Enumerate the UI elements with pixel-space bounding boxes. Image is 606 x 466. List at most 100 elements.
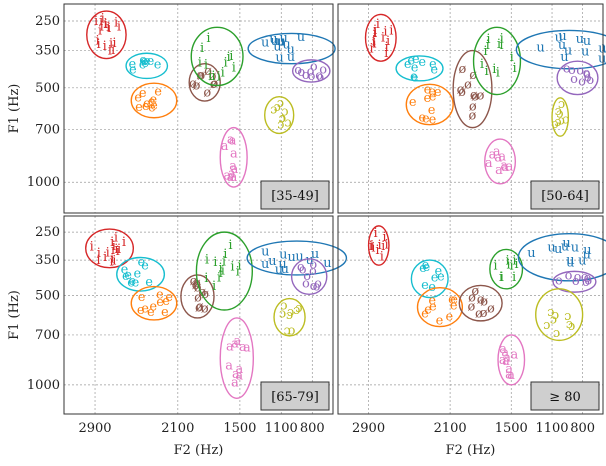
- data-point: u: [562, 236, 570, 251]
- data-point: u: [571, 241, 579, 256]
- data-point: i: [381, 239, 385, 254]
- data-point: e: [448, 292, 456, 307]
- data-point: i: [208, 69, 212, 84]
- data-point: e: [150, 93, 158, 108]
- data-point: ɔ: [543, 318, 550, 333]
- cluster-ellipse: [273, 297, 306, 337]
- data-point: i: [228, 238, 232, 253]
- data-point: e: [445, 310, 453, 325]
- data-point: i: [497, 37, 501, 52]
- data-point: i: [499, 270, 503, 285]
- data-point: o: [555, 273, 563, 288]
- data-point: ɔ: [270, 102, 277, 117]
- data-point: i: [218, 261, 222, 276]
- data-point: a: [507, 368, 515, 383]
- data-point: e: [428, 103, 436, 118]
- data-point: u: [279, 31, 287, 46]
- data-point: u: [566, 253, 574, 268]
- data-point: u: [578, 253, 586, 268]
- data-point: u: [306, 253, 314, 268]
- data-point: o: [584, 70, 592, 85]
- data-point: i: [389, 24, 393, 39]
- data-point: ø: [471, 89, 479, 104]
- data-point: ɔ: [558, 114, 565, 129]
- data-point: ɔ: [295, 301, 302, 316]
- data-point: e: [429, 57, 437, 72]
- data-point: u: [261, 36, 269, 51]
- data-point: i: [114, 15, 118, 30]
- cluster-ellipse: [219, 126, 248, 188]
- y-tick-label: 250: [35, 14, 60, 29]
- data-point: o: [310, 279, 318, 294]
- data-point: a: [499, 342, 507, 357]
- data-point: a: [233, 334, 241, 349]
- data-point: o: [586, 73, 594, 88]
- cluster-ellipse: [246, 240, 348, 276]
- data-point: e: [421, 306, 429, 321]
- data-point: u: [287, 42, 295, 57]
- data-point: a: [243, 341, 251, 356]
- data-point: u: [269, 32, 277, 47]
- data-point: ø: [196, 68, 204, 83]
- data-point: i: [499, 38, 503, 53]
- data-point: a: [226, 340, 234, 355]
- cluster-o: oo ooo o o o: [552, 268, 597, 293]
- data-point: u: [323, 256, 331, 271]
- data-point: a: [228, 167, 236, 182]
- data-point: e: [410, 69, 418, 84]
- data-point: i: [386, 34, 390, 49]
- data-point: i: [104, 17, 108, 32]
- data-point: a: [223, 168, 231, 183]
- data-point: u: [268, 254, 276, 269]
- data-point: u: [527, 246, 535, 261]
- data-point: a: [489, 147, 497, 162]
- data-point: e: [429, 112, 437, 127]
- data-point: i: [106, 246, 110, 261]
- data-point: i: [384, 238, 388, 253]
- data-point: e: [137, 255, 145, 270]
- data-point: a: [230, 170, 238, 185]
- data-point: u: [598, 41, 606, 56]
- data-point: o: [568, 63, 576, 78]
- data-point: o: [583, 67, 591, 82]
- data-point: i: [103, 250, 107, 265]
- data-point: e: [132, 275, 140, 290]
- y-tick-label: 350: [35, 253, 60, 268]
- data-point: e: [156, 295, 164, 310]
- data-point: ø: [194, 291, 202, 306]
- cluster-ellipse: [535, 288, 584, 342]
- data-point: ɔ: [558, 97, 565, 112]
- data-point: i: [213, 255, 217, 270]
- data-point: i: [371, 241, 375, 256]
- data-point: e: [128, 274, 136, 289]
- data-point: i: [382, 230, 386, 245]
- data-point: o: [565, 268, 573, 283]
- data-point: i: [496, 66, 500, 81]
- data-point: i: [103, 39, 107, 54]
- data-point: a: [495, 163, 503, 178]
- data-point: i: [380, 250, 384, 265]
- y-tick-label: 500: [35, 288, 60, 303]
- data-point: ɔ: [279, 111, 286, 126]
- data-point: i: [112, 239, 116, 254]
- data-point: i: [375, 243, 379, 258]
- data-point: o: [315, 68, 323, 83]
- data-point: e: [143, 97, 151, 112]
- data-point: e: [145, 275, 153, 290]
- data-point: i: [369, 239, 373, 254]
- data-point: o: [582, 275, 590, 290]
- x-axis-label: F2 (Hz): [174, 443, 224, 458]
- data-point: ø: [467, 299, 475, 314]
- data-point: i: [99, 14, 103, 29]
- data-point: ɔ: [547, 305, 554, 320]
- cluster-ellipse: [190, 26, 244, 87]
- data-point: u: [564, 43, 572, 58]
- data-point: o: [584, 273, 592, 288]
- cluster-ellipse: [497, 334, 526, 386]
